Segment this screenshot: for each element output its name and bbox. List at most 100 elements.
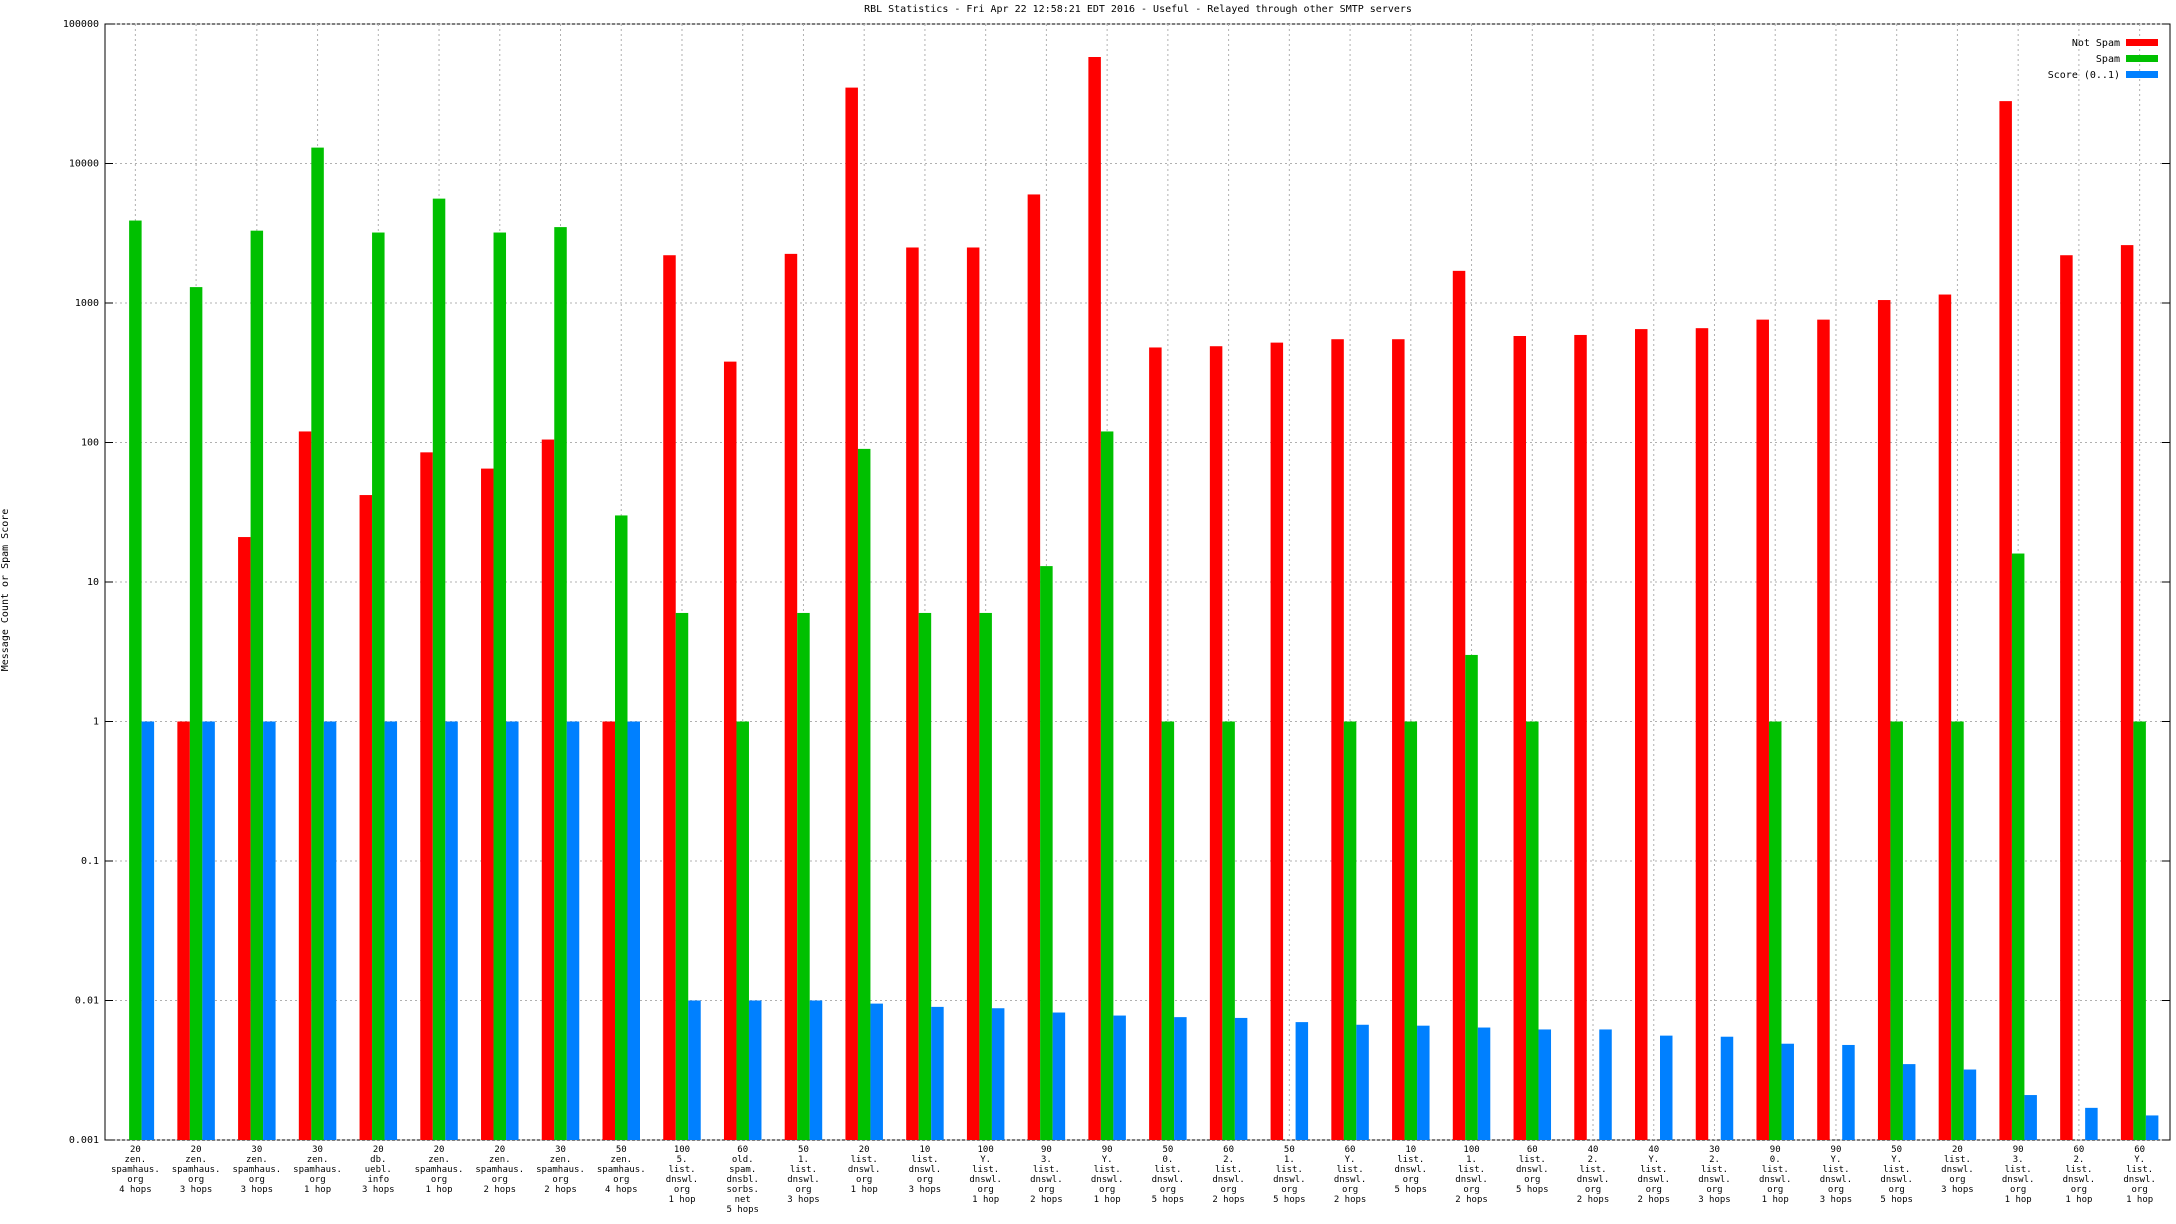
bar bbox=[627, 721, 640, 1140]
x-tick-label: 90 3. list. dnswl. org 2 hops bbox=[1030, 1145, 1063, 1205]
bar bbox=[1343, 721, 1357, 1140]
bar bbox=[1951, 721, 1964, 1140]
bar bbox=[906, 247, 919, 1140]
bar bbox=[1027, 194, 1041, 1141]
bar bbox=[1331, 339, 1344, 1141]
bar bbox=[2145, 1115, 2159, 1140]
chart-title: RBL Statistics - Fri Apr 22 12:58:21 EDT… bbox=[864, 4, 1412, 15]
bar bbox=[1222, 721, 1235, 1140]
y-tick-label: 0.1 bbox=[81, 856, 99, 867]
bar bbox=[1938, 294, 1952, 1140]
bar bbox=[372, 232, 385, 1141]
bar bbox=[323, 721, 337, 1140]
x-tick-label: 20 zen. spamhaus. org 2 hops bbox=[475, 1145, 524, 1195]
bar bbox=[1842, 1044, 1855, 1140]
bar bbox=[991, 1008, 1005, 1140]
bar bbox=[1999, 101, 2012, 1140]
x-tick-label: 10 list. dnswl. org 3 hops bbox=[909, 1145, 942, 1195]
bar bbox=[1890, 721, 1903, 1140]
bar bbox=[359, 495, 373, 1140]
y-tick-label: 100000 bbox=[63, 19, 99, 30]
bar bbox=[202, 721, 215, 1140]
x-tick-label: 50 1. list. dnswl. org 5 hops bbox=[1273, 1145, 1306, 1205]
bar bbox=[263, 721, 276, 1140]
bar bbox=[663, 255, 676, 1140]
bar bbox=[1756, 319, 1769, 1141]
bar bbox=[2060, 255, 2073, 1140]
x-tick-label: 30 2. list. dnswl. org 3 hops bbox=[1698, 1145, 1731, 1205]
bar bbox=[870, 1003, 883, 1140]
bar bbox=[250, 230, 264, 1141]
bar bbox=[1513, 336, 1527, 1140]
bar bbox=[2120, 245, 2134, 1141]
x-tick-label: 20 list. dnswl. org 3 hops bbox=[1941, 1145, 1974, 1195]
bar bbox=[1877, 300, 1891, 1141]
bar bbox=[1392, 339, 1405, 1141]
x-tick-label: 20 list. dnswl. org 1 hop bbox=[848, 1145, 881, 1195]
x-tick-label: 60 2. list. dnswl. org 1 hop bbox=[2063, 1145, 2096, 1205]
x-tick-label: 20 db. uebl. info 3 hops bbox=[362, 1145, 395, 1195]
bar bbox=[2085, 1107, 2098, 1140]
bar bbox=[1465, 654, 1478, 1140]
bar bbox=[1209, 346, 1223, 1140]
x-tick-label: 40 2. list. dnswl. org 2 hops bbox=[1577, 1145, 1610, 1205]
bar bbox=[736, 721, 749, 1140]
bar bbox=[1404, 721, 1418, 1140]
bar bbox=[445, 721, 458, 1140]
y-tick-label: 1000 bbox=[75, 298, 99, 309]
bar bbox=[177, 721, 190, 1140]
bar bbox=[1538, 1029, 1552, 1140]
bar bbox=[2011, 553, 2025, 1140]
bar bbox=[1270, 342, 1284, 1140]
legend-label: Score (0..1) bbox=[2048, 70, 2120, 81]
y-tick-label: 10000 bbox=[69, 159, 99, 170]
bar bbox=[857, 448, 871, 1140]
x-tick-label: 60 old. spam. dnsbl. sorbs. net 5 hops bbox=[726, 1145, 759, 1215]
x-tick-label: 50 zen. spamhaus. org 4 hops bbox=[597, 1145, 646, 1195]
x-tick-label: 10 list. dnswl. org 5 hops bbox=[1395, 1145, 1428, 1195]
bar bbox=[1088, 57, 1101, 1140]
bar bbox=[1100, 431, 1114, 1140]
x-tick-label: 100 1. list. dnswl. org 2 hops bbox=[1455, 1145, 1488, 1205]
y-tick-label: 100 bbox=[81, 438, 99, 449]
bar bbox=[1574, 334, 1587, 1140]
bar bbox=[432, 198, 446, 1140]
bar bbox=[298, 431, 312, 1140]
bar bbox=[189, 287, 203, 1141]
bar bbox=[1768, 721, 1782, 1140]
x-tick-label: 60 Y. list. dnswl. org 1 hop bbox=[2123, 1145, 2156, 1205]
bar bbox=[1660, 1035, 1673, 1140]
bar bbox=[2024, 1095, 2037, 1140]
bar bbox=[615, 515, 628, 1140]
bar bbox=[141, 721, 155, 1140]
x-tick-label: 90 Y. list. dnswl. org 1 hop bbox=[1091, 1145, 1124, 1205]
bar bbox=[384, 721, 398, 1140]
bar bbox=[675, 612, 689, 1140]
bar bbox=[1234, 1017, 1248, 1140]
bar bbox=[481, 468, 494, 1140]
bar bbox=[602, 721, 615, 1140]
bar bbox=[1635, 329, 1648, 1140]
bar bbox=[1113, 1015, 1126, 1140]
bar bbox=[493, 232, 507, 1141]
bar bbox=[1720, 1036, 1734, 1140]
bar bbox=[1356, 1024, 1369, 1140]
bar bbox=[1695, 328, 1709, 1141]
legend-label: Not Spam bbox=[2072, 38, 2120, 49]
bar bbox=[845, 87, 858, 1140]
bar bbox=[931, 1006, 944, 1140]
bar bbox=[1161, 721, 1175, 1140]
legend-swatch bbox=[2126, 39, 2158, 46]
x-tick-label: 90 0. list. dnswl. org 1 hop bbox=[1759, 1145, 1792, 1205]
bar bbox=[1902, 1064, 1916, 1140]
x-tick-label: 60 list. dnswl. org 5 hops bbox=[1516, 1145, 1549, 1195]
bar bbox=[541, 439, 555, 1141]
y-axis-label: Message Count or Spam Score bbox=[0, 509, 11, 672]
bar bbox=[1040, 566, 1053, 1140]
x-tick-label: 20 zen. spamhaus. org 3 hops bbox=[172, 1145, 221, 1195]
bar bbox=[311, 147, 324, 1140]
x-tick-label: 50 Y. list. dnswl. org 5 hops bbox=[1880, 1145, 1913, 1205]
bar bbox=[966, 247, 980, 1140]
bar bbox=[723, 361, 737, 1140]
